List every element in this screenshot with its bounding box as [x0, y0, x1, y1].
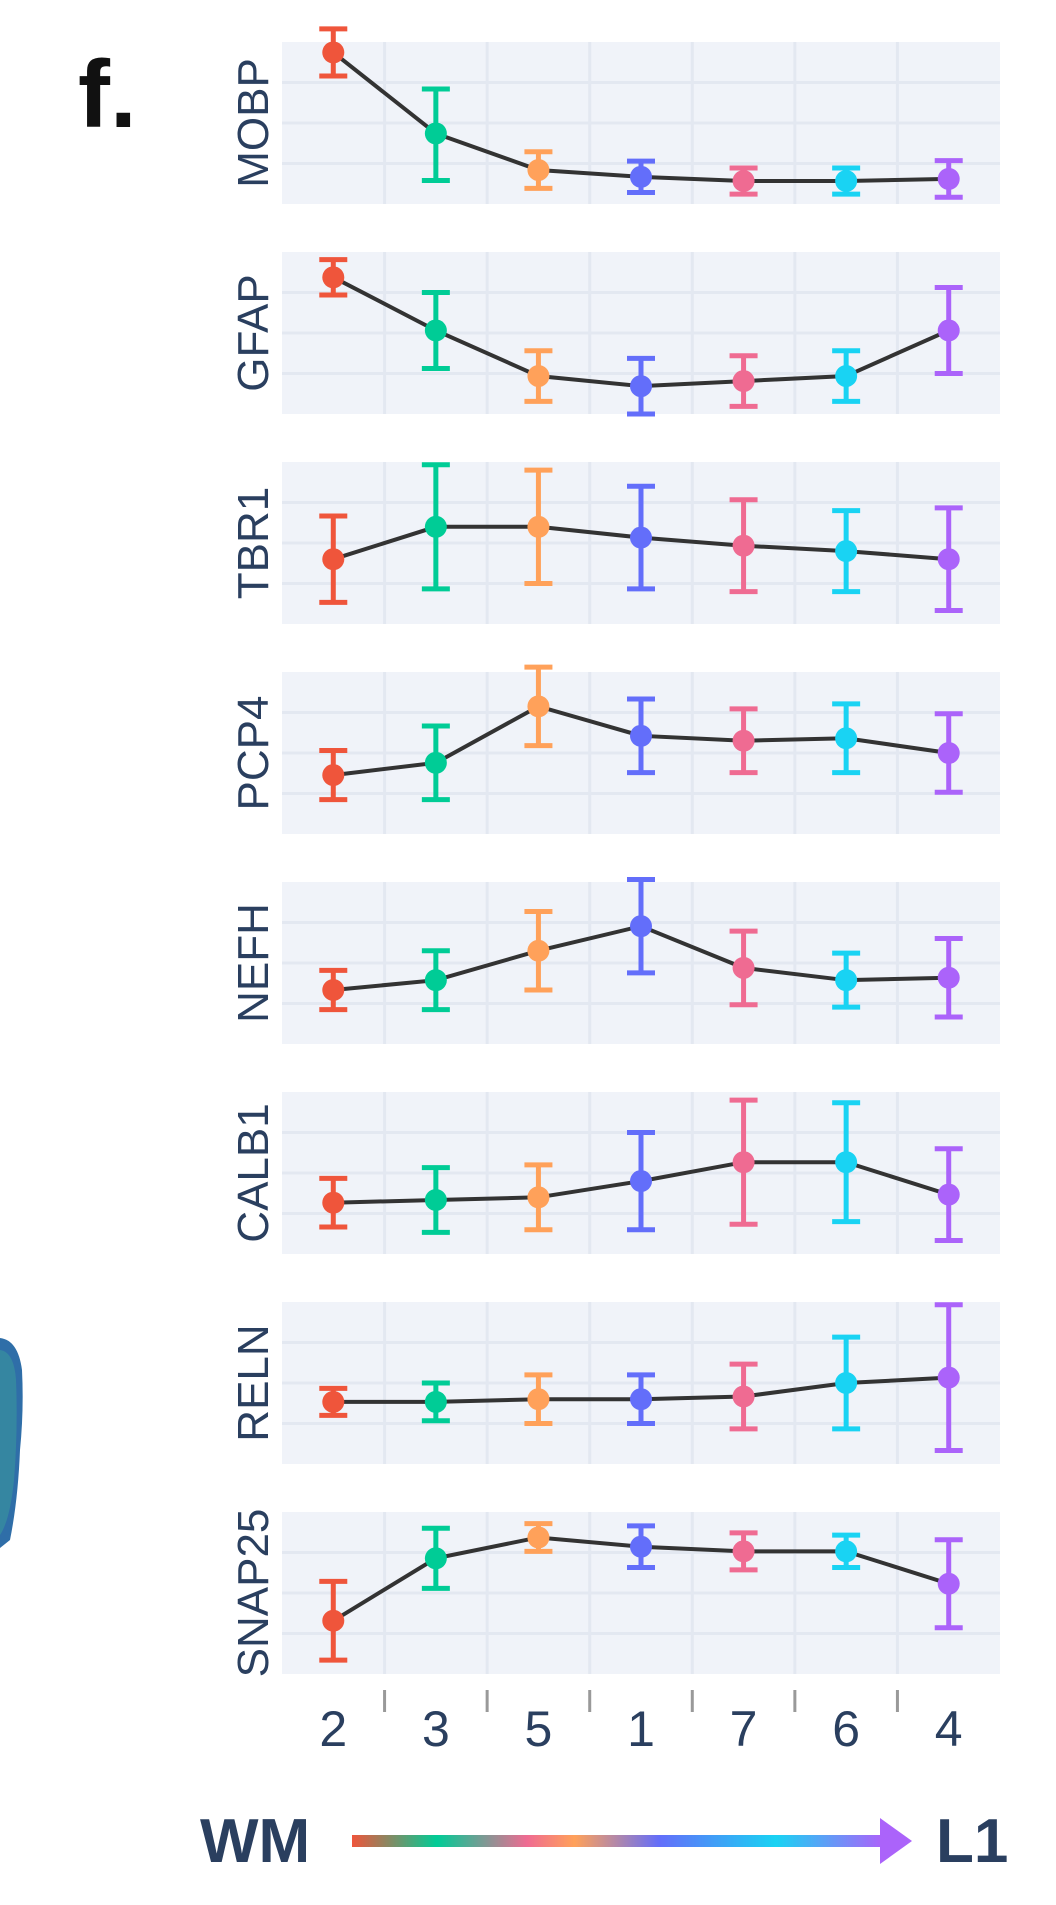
data-point	[527, 1186, 550, 1209]
data-point	[527, 1526, 550, 1549]
line-chart: MOBP GFAP TBR1 PCP4 NEFH CALB1 RELN SNAP25 2 3 5 1 7…	[229, 26, 1000, 1757]
data-point	[630, 915, 652, 938]
data-point	[322, 764, 345, 787]
data-point	[835, 365, 858, 388]
data-point	[322, 1609, 345, 1632]
data-point	[527, 365, 550, 388]
l1-label: L1	[936, 1807, 1008, 1876]
data-point	[630, 1535, 652, 1558]
data-point	[424, 1189, 447, 1211]
gene-label-gfap: GFAP	[229, 274, 278, 391]
data-point	[527, 1388, 550, 1411]
data-point	[732, 170, 755, 193]
data-point	[835, 540, 858, 563]
data-point	[527, 159, 550, 182]
data-point	[835, 1151, 858, 1174]
data-point	[937, 548, 960, 571]
gene-label-tbr1: TBR1	[229, 487, 278, 599]
gradient-arrow-head	[880, 1818, 912, 1864]
gene-label-nefh: NEFH	[229, 903, 278, 1023]
data-point	[937, 167, 960, 190]
x-tick-label: 1	[627, 1701, 655, 1757]
data-point	[732, 729, 755, 752]
gene-label-mobp: MOBP	[229, 58, 278, 188]
data-point	[322, 1191, 345, 1214]
data-point	[424, 122, 447, 145]
panel-label: f.	[78, 41, 137, 148]
data-point	[835, 969, 858, 992]
data-point	[322, 41, 345, 64]
data-point	[937, 1572, 960, 1595]
data-point	[527, 939, 550, 962]
data-point	[937, 1366, 960, 1389]
gene-label-snap25: SNAP25	[229, 1509, 278, 1678]
gradient-axis: WM L1	[200, 1807, 1008, 1876]
data-point	[630, 526, 652, 549]
data-point	[527, 515, 550, 538]
data-point	[835, 170, 858, 193]
data-point	[424, 969, 447, 992]
data-point	[630, 375, 652, 398]
x-tick-label: 4	[935, 1701, 963, 1757]
data-point	[732, 1540, 755, 1563]
x-tick-label: 7	[730, 1701, 758, 1757]
data-point	[937, 742, 960, 764]
data-point	[732, 370, 755, 393]
x-tick-label: 6	[832, 1701, 860, 1757]
gene-label-calb1: CALB1	[229, 1103, 278, 1242]
data-point	[630, 165, 652, 188]
x-tick-label: 3	[422, 1701, 450, 1757]
wm-label: WM	[200, 1807, 310, 1876]
data-point	[322, 979, 345, 1001]
data-point	[937, 319, 960, 342]
data-point	[322, 548, 345, 571]
data-point	[424, 319, 447, 342]
data-point	[732, 534, 755, 557]
data-point	[322, 1390, 345, 1413]
data-point	[937, 966, 960, 989]
data-point	[630, 724, 652, 747]
data-point	[835, 727, 858, 750]
gene-label-reln: RELN	[229, 1324, 278, 1441]
data-point	[732, 1385, 755, 1408]
data-point	[835, 1540, 858, 1563]
data-point	[424, 1390, 447, 1413]
data-point	[835, 1372, 858, 1394]
data-point	[732, 1151, 755, 1174]
data-point	[322, 266, 345, 289]
gene-label-pcp4: PCP4	[229, 696, 278, 811]
gradient-arrow-shaft	[352, 1835, 882, 1847]
data-point	[630, 1388, 652, 1411]
data-point	[937, 1183, 960, 1206]
x-tick-label: 2	[319, 1701, 347, 1757]
x-tick-label: 5	[525, 1701, 553, 1757]
data-point	[424, 1547, 447, 1570]
data-point	[424, 515, 447, 538]
data-point	[527, 695, 550, 718]
data-point	[424, 751, 447, 774]
data-point	[630, 1170, 652, 1193]
data-point	[732, 956, 755, 979]
cropped-neighbor-figure	[0, 1338, 23, 1548]
